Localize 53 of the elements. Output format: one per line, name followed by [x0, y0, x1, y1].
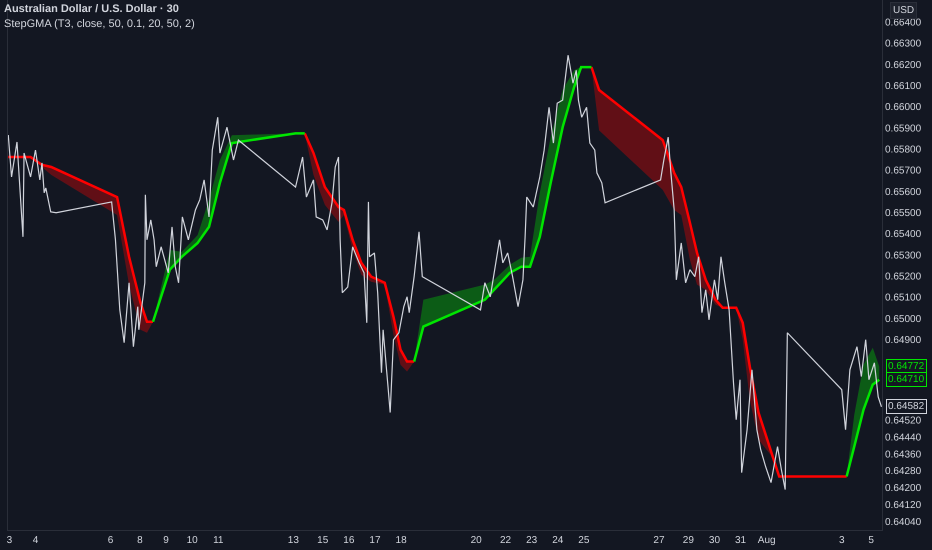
- y-tick-label: 0.65000: [885, 314, 922, 325]
- text: StepGMA (T3, close, 50, 0.1, 20, 50, 2): [4, 18, 195, 30]
- y-tick-label: 0.65500: [885, 208, 922, 220]
- y-tick-label: 0.65800: [885, 144, 922, 156]
- y-tick-label: 0.64120: [885, 500, 922, 512]
- y-tick-label: 0.65600: [885, 186, 922, 198]
- y-tick-label: 0.65200: [885, 272, 922, 283]
- y-tick-label: 0.64520: [885, 415, 922, 426]
- x-tick-label: 15: [317, 535, 329, 546]
- x-tick-label: 6: [108, 535, 114, 546]
- y-tick-label: 0.65300: [885, 250, 922, 262]
- x-tick-label: 29: [682, 535, 694, 546]
- y-tick-label: 0.66200: [885, 60, 922, 71]
- x-tick-label: 3: [838, 535, 845, 546]
- y-tick-label: 0.64280: [885, 466, 922, 478]
- y-tick-label: 0.65900: [885, 123, 922, 134]
- annotation: 0.64582: [888, 401, 925, 412]
- x-tick-label: 18: [396, 535, 408, 546]
- y-tick-label: 0.66300: [885, 38, 922, 50]
- y-tick-label: 0.64440: [885, 432, 922, 444]
- y-tick-label: 0.66400: [885, 18, 922, 29]
- y-tick-label: 0.64900: [885, 335, 922, 346]
- y-tick-label: 0.64360: [885, 449, 922, 460]
- y-tick-label: 0.64040: [885, 517, 922, 528]
- y-tick-label: 0.66100: [885, 81, 922, 92]
- x-tick-label: 11: [213, 535, 224, 546]
- x-tick-label: 8: [137, 535, 144, 546]
- y-tick-label: 0.65700: [885, 166, 922, 177]
- text: USD: [893, 5, 914, 16]
- x-tick-label: 24: [552, 535, 564, 546]
- y-tick-label: 0.65400: [885, 229, 922, 240]
- x-tick-label: 3: [6, 535, 13, 546]
- y-tick-label: 0.66000: [885, 102, 922, 114]
- annotation: 0.64772: [888, 361, 925, 372]
- x-tick-label: 27: [653, 535, 665, 546]
- x-tick-label: 16: [343, 535, 355, 546]
- x-tick-label: 31: [734, 535, 747, 546]
- x-tick-label: 25: [578, 535, 590, 546]
- x-tick-label: 22: [500, 535, 512, 546]
- x-tick-label: 4: [32, 535, 39, 546]
- x-tick-label: Aug: [758, 535, 776, 546]
- x-tick-label: 23: [526, 535, 538, 546]
- x-tick-label: 10: [186, 535, 198, 546]
- y-tick-label: 0.65100: [885, 292, 922, 304]
- chart-title: Australian Dollar / U.S. Dollar · 30: [4, 3, 179, 15]
- x-tick-label: 20: [470, 535, 482, 546]
- x-tick-label: 5: [868, 535, 874, 546]
- x-tick-label: 17: [369, 535, 381, 546]
- x-tick-label: 13: [288, 535, 300, 546]
- y-tick-label: 0.64200: [885, 483, 922, 494]
- x-tick-label: 30: [708, 535, 720, 546]
- annotation: 0.64710: [888, 374, 925, 385]
- x-tick-label: 9: [163, 535, 170, 546]
